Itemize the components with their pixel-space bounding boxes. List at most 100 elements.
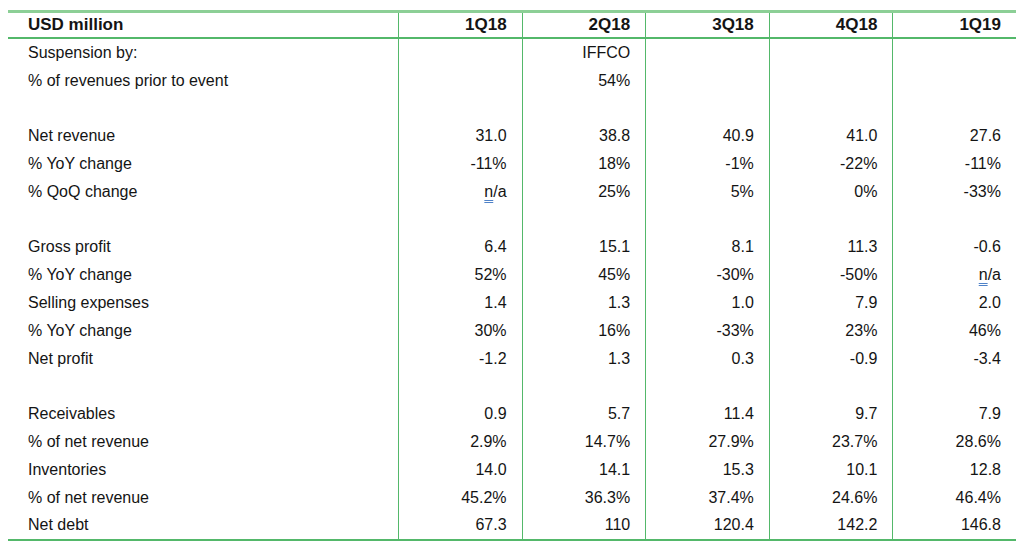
cell-value: 38.8 [522, 122, 646, 150]
cell-value: -50% [769, 261, 893, 289]
cell-value [398, 95, 522, 123]
cell-value: 1.3 [522, 289, 646, 317]
cell-value: 8.1 [645, 234, 769, 262]
cell-value: 142.2 [769, 512, 893, 540]
table-row: % YoY change30%16%-33%23%46% [8, 317, 1016, 345]
spacer-row [8, 95, 1016, 123]
cell-value: -33% [645, 317, 769, 345]
cell-value [645, 95, 769, 123]
column-header-4q18: 4Q18 [769, 13, 893, 37]
cell-value: 11.4 [645, 400, 769, 428]
cell-value: 0% [769, 178, 893, 206]
cell-value [769, 95, 893, 123]
row-label: Net profit [8, 345, 398, 373]
cell-value [769, 206, 893, 234]
row-label: % YoY change [8, 317, 398, 345]
spacer-row [8, 373, 1016, 401]
cell-value [522, 95, 646, 123]
cell-value: 14.1 [522, 456, 646, 484]
row-label: % of net revenue [8, 428, 398, 456]
cell-value: 46.4% [892, 484, 1016, 512]
cell-value: 31.0 [398, 122, 522, 150]
cell-value: 7.9 [769, 289, 893, 317]
table-row: Suspension by:IFFCO [8, 39, 1016, 67]
cell-value: 24.6% [769, 484, 893, 512]
cell-value: 5.7 [522, 400, 646, 428]
row-label: % of revenues prior to event [8, 67, 398, 95]
cell-value: 52% [398, 261, 522, 289]
row-label [8, 206, 398, 234]
cell-value [892, 206, 1016, 234]
row-label: Receivables [8, 400, 398, 428]
cell-value: IFFCO [522, 39, 646, 67]
column-header-1q18: 1Q18 [398, 13, 522, 37]
cell-value: 11.3 [769, 234, 893, 262]
table-title: USD million [8, 13, 398, 37]
cell-value: 37.4% [645, 484, 769, 512]
cell-value: 10.1 [769, 456, 893, 484]
cell-value [769, 67, 893, 95]
cell-value [645, 206, 769, 234]
cell-value [645, 373, 769, 401]
row-label: Gross profit [8, 234, 398, 262]
cell-value: -11% [892, 150, 1016, 178]
spacer-row [8, 206, 1016, 234]
row-label: % QoQ change [8, 178, 398, 206]
na-underlined-n: n [979, 266, 988, 284]
cell-value [398, 39, 522, 67]
table-row: % YoY change-11%18%-1%-22%-11% [8, 150, 1016, 178]
cell-value: 14.7% [522, 428, 646, 456]
cell-value [398, 67, 522, 95]
cell-value: 14.0 [398, 456, 522, 484]
cell-value: 18% [522, 150, 646, 178]
cell-value: 146.8 [892, 512, 1016, 540]
cell-value: 16% [522, 317, 646, 345]
cell-value: 5% [645, 178, 769, 206]
column-header-2q18: 2Q18 [522, 13, 646, 37]
cell-value: 25% [522, 178, 646, 206]
table-row: % of revenues prior to event54% [8, 67, 1016, 95]
row-label [8, 373, 398, 401]
cell-value: -1.2 [398, 345, 522, 373]
cell-value: 27.9% [645, 428, 769, 456]
cell-value: 36.3% [522, 484, 646, 512]
column-header-3q18: 3Q18 [645, 13, 769, 37]
cell-value [892, 95, 1016, 123]
table-row: Net profit-1.21.30.3-0.9-3.4 [8, 345, 1016, 373]
cell-value: 2.0 [892, 289, 1016, 317]
cell-value: 45% [522, 261, 646, 289]
row-label: % YoY change [8, 150, 398, 178]
row-label: % of net revenue [8, 484, 398, 512]
cell-value: 27.6 [892, 122, 1016, 150]
cell-value [769, 373, 893, 401]
table-row: Net debt67.3110120.4142.2146.8 [8, 512, 1016, 540]
cell-value: 120.4 [645, 512, 769, 540]
cell-value: 7.9 [892, 400, 1016, 428]
cell-value: 6.4 [398, 234, 522, 262]
cell-value: 67.3 [398, 512, 522, 540]
row-label: Selling expenses [8, 289, 398, 317]
cell-value: 15.1 [522, 234, 646, 262]
cell-value: 28.6% [892, 428, 1016, 456]
header-row: USD million 1Q182Q183Q184Q181Q19 [8, 13, 1016, 39]
cell-value: -1% [645, 150, 769, 178]
cell-value: 23% [769, 317, 893, 345]
cell-value: n/a [398, 178, 522, 206]
row-label: Net revenue [8, 122, 398, 150]
financial-table: USD million 1Q182Q183Q184Q181Q19 Suspens… [8, 10, 1016, 541]
cell-value [398, 206, 522, 234]
cell-value: -22% [769, 150, 893, 178]
cell-value [892, 67, 1016, 95]
cell-value: 110 [522, 512, 646, 540]
row-label: % YoY change [8, 261, 398, 289]
cell-value [892, 373, 1016, 401]
table-row: % QoQ changen/a25%5%0%-33% [8, 178, 1016, 206]
cell-value [522, 206, 646, 234]
cell-value [645, 39, 769, 67]
cell-value: 0.9 [398, 400, 522, 428]
cell-value [522, 373, 646, 401]
table-row: % YoY change52%45%-30%-50%n/a [8, 261, 1016, 289]
row-label: Inventories [8, 456, 398, 484]
cell-value: 1.3 [522, 345, 646, 373]
cell-value [769, 39, 893, 67]
